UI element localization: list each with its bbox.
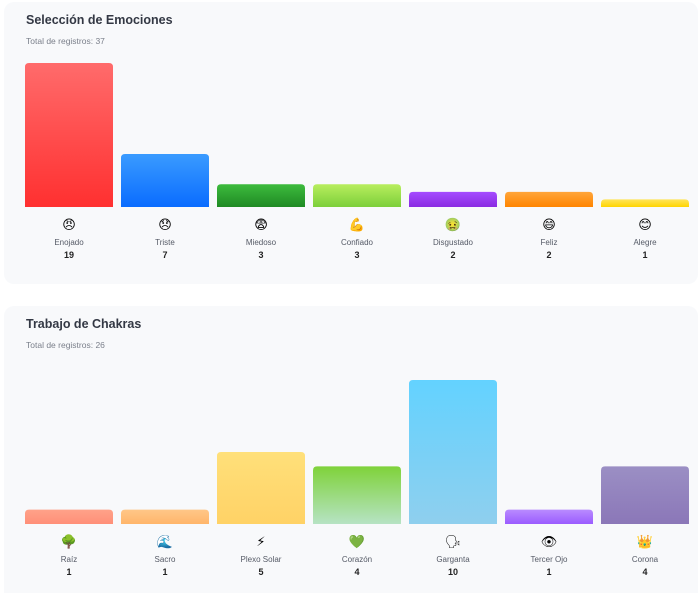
chakra-label: Plexo Solar: [241, 555, 282, 564]
green-heart-icon: 💚: [349, 534, 366, 550]
lightning-icon: ⚡: [256, 535, 265, 550]
emotion-bar-triste: [121, 153, 209, 207]
emotion-label: Miedoso: [246, 238, 277, 247]
chakra-bar-tercer-ojo: [505, 509, 593, 524]
emotion-label: Enojado: [54, 238, 84, 247]
speaking-head-icon: 🗣: [445, 535, 462, 550]
emotion-bar-alegre: [601, 199, 689, 207]
chakra-value: 1: [162, 567, 167, 577]
tree-icon: 🌳: [61, 533, 77, 550]
chakra-bar-corona: [601, 466, 689, 524]
chakra-bar-coraz-n: [313, 466, 401, 524]
emotion-label: Disgustado: [433, 238, 474, 247]
chakra-value: 5: [258, 567, 263, 577]
emotion-label: Feliz: [541, 238, 558, 247]
sad-face-icon: 😞: [158, 218, 172, 233]
emotions-card: Selección de Emociones Total de registro…: [4, 2, 698, 284]
nauseated-face-icon: 🤢: [445, 217, 461, 233]
chakra-label: Raíz: [61, 555, 77, 564]
chakra-bar-garganta: [409, 380, 497, 524]
chakras-chart-title: Trabajo de Chakras: [26, 317, 142, 331]
chakra-label: Tercer Ojo: [531, 555, 568, 564]
chakra-value: 10: [448, 567, 458, 577]
crown-icon: 👑: [637, 534, 653, 550]
grinning-face-icon: 😄: [542, 218, 556, 233]
emotion-bar-miedoso: [217, 184, 305, 207]
smiling-face-icon: 😊: [638, 218, 652, 233]
chakras-total-records: Total de registros: 26: [26, 340, 105, 350]
chakras-card: Trabajo de Chakras Total de registros: 2…: [4, 306, 698, 593]
chakra-label: Sacro: [155, 555, 176, 564]
emotion-bar-disgustado: [409, 191, 497, 207]
flexed-biceps-icon: 💪: [349, 217, 365, 233]
angry-face-icon: 😠: [62, 218, 76, 233]
emotions-chart-title: Selección de Emociones: [26, 13, 173, 27]
chakra-value: 4: [642, 567, 647, 577]
chakra-bar-plexo-solar: [217, 452, 305, 524]
fearful-face-icon: 😨: [254, 218, 268, 233]
wave-icon: 🌊: [157, 534, 173, 550]
chakra-bar-sacro: [121, 509, 209, 524]
eye-icon: 👁: [541, 535, 558, 550]
chakra-label: Corona: [632, 555, 659, 564]
emotion-value: 2: [546, 250, 551, 260]
chakras-bar-chart: 🌳 Raíz 1 🌊 Sacro 1 ⚡ Plexo Solar 5 💚 Corazón 4 🗣 Garg…: [25, 380, 689, 577]
emotion-value: 7: [162, 250, 167, 260]
chakra-value: 1: [546, 567, 551, 577]
emotion-bar-feliz: [505, 191, 593, 207]
emotion-value: 3: [354, 250, 359, 260]
emotion-label: Confiado: [341, 238, 374, 247]
chakra-label: Corazón: [342, 555, 372, 564]
emotion-label: Alegre: [633, 238, 657, 247]
chakra-value: 4: [354, 567, 359, 577]
emotion-label: Triste: [155, 238, 175, 247]
chakra-label: Garganta: [436, 555, 470, 564]
emotion-value: 2: [450, 250, 455, 260]
emotion-bar-enojado: [25, 63, 113, 207]
emotion-bar-confiado: [313, 184, 401, 207]
emotion-value: 19: [64, 250, 74, 260]
emotions-total-records: Total de registros: 37: [26, 36, 105, 46]
chakra-bar-ra-z: [25, 509, 113, 524]
emotion-value: 1: [642, 250, 647, 260]
chakra-value: 1: [66, 567, 71, 577]
emotions-bar-chart: 😠 Enojado 19 😞 Triste 7 😨 Miedoso 3 💪 Confiado 3 🤢 Di…: [25, 63, 689, 260]
emotion-value: 3: [258, 250, 263, 260]
